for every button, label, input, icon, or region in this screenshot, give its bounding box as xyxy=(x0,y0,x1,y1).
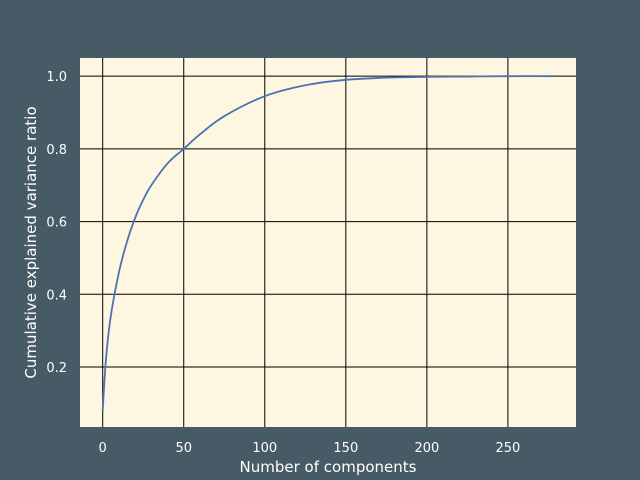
series-line xyxy=(101,75,554,411)
y-tick-label: 0.2 xyxy=(46,361,67,376)
y-tick-label: 1.0 xyxy=(46,70,67,85)
y-tick-label: 0.6 xyxy=(46,216,67,231)
x-tick-label: 100 xyxy=(252,441,277,456)
grid xyxy=(80,58,576,427)
y-axis-label: Cumulative explained variance ratio xyxy=(22,106,40,378)
y-tick-label: 0.4 xyxy=(46,288,67,303)
x-tick-label: 150 xyxy=(333,441,358,456)
x-tick-label: 250 xyxy=(496,441,521,456)
plot-area xyxy=(80,58,576,427)
x-tick-label: 50 xyxy=(175,441,192,456)
x-tick-label: 0 xyxy=(99,441,107,456)
tick-labels: 0 50 100 150 200 250 0.2 0.4 0.6 0.8 1.0 xyxy=(46,70,520,456)
x-axis-label: Number of components xyxy=(240,458,417,476)
y-tick-label: 0.8 xyxy=(46,143,67,158)
x-tick-label: 200 xyxy=(414,441,439,456)
